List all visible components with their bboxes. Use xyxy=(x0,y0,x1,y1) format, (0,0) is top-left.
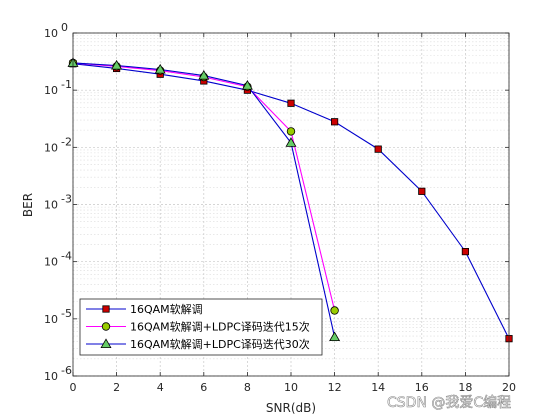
y-tick-base: 10 xyxy=(44,199,58,212)
y-tick-base: 10 xyxy=(44,313,58,326)
legend-item-3: 16QAM软解调+LDPC译码迭代30次 xyxy=(86,337,310,351)
watermark: CSDN @我爱C编程 xyxy=(387,395,511,411)
data-point xyxy=(374,145,382,153)
x-tick-label: 20 xyxy=(502,381,516,394)
data-point xyxy=(461,248,470,256)
x-tick-label: 0 xyxy=(70,381,77,394)
data-point xyxy=(329,331,341,342)
data-point xyxy=(287,99,295,107)
ticks xyxy=(72,32,510,377)
y-axis-label: BER xyxy=(21,193,35,217)
data-point xyxy=(100,338,112,349)
y-tick-label: 10 -6 xyxy=(44,364,72,383)
y-tick-label: 10 0 xyxy=(44,21,68,40)
series-markers xyxy=(67,57,513,343)
x-tick-label: 18 xyxy=(458,381,472,394)
y-tick-base: 10 xyxy=(44,84,58,97)
data-point xyxy=(101,322,111,331)
data-point xyxy=(286,127,296,136)
x-tick-labels: 0 2 4 6 8 10 12 14 16 18 20 xyxy=(70,381,517,394)
x-tick-label: 10 xyxy=(284,381,298,394)
y-tick-exponent: -4 xyxy=(61,250,72,263)
y-tick-label: 10 -2 xyxy=(44,135,72,154)
data-point xyxy=(330,118,339,126)
y-tick-label: 10 -4 xyxy=(44,250,72,269)
legend-item-1: 16QAM软解调 xyxy=(86,302,203,316)
legend-label: 16QAM软解调+LDPC译码迭代30次 xyxy=(130,337,310,351)
x-tick-label: 8 xyxy=(244,381,251,394)
y-tick-base: 10 xyxy=(44,256,58,269)
x-tick-label: 12 xyxy=(328,381,342,394)
x-tick-label: 4 xyxy=(157,381,164,394)
legend-item-2: 16QAM软解调+LDPC译码迭代15次 xyxy=(86,320,310,334)
data-point xyxy=(102,305,110,313)
y-tick-exponent: 0 xyxy=(61,21,68,34)
y-tick-base: 10 xyxy=(44,370,58,383)
x-tick-label: 2 xyxy=(113,381,120,394)
x-tick-label: 14 xyxy=(371,381,385,394)
y-tick-base: 10 xyxy=(44,27,58,40)
y-tick-exponent: -3 xyxy=(61,193,72,206)
y-tick-exponent: -5 xyxy=(61,307,72,320)
y-tick-label: 10 -5 xyxy=(44,307,72,326)
data-point xyxy=(241,80,253,90)
data-point xyxy=(285,137,297,147)
x-tick-label: 16 xyxy=(415,381,429,394)
legend: 16QAM软解调 16QAM软解调+LDPC译码迭代15次 16QAM软解调+LDP… xyxy=(79,298,323,356)
legend-label: 16QAM软解调+LDPC译码迭代15次 xyxy=(130,320,310,334)
y-tick-exponent: -2 xyxy=(61,135,72,148)
series-markers-3 xyxy=(67,57,341,342)
y-tick-label: 10 -1 xyxy=(44,78,72,97)
data-point xyxy=(111,59,123,70)
data-point xyxy=(418,187,426,195)
data-point xyxy=(198,69,210,80)
y-tick-label: 10 -3 xyxy=(44,193,72,212)
x-axis-label: SNR(dB) xyxy=(266,401,316,415)
data-point xyxy=(154,63,166,74)
y-tick-base: 10 xyxy=(44,141,58,154)
y-tick-exponent: -6 xyxy=(61,364,72,377)
x-tick-label: 6 xyxy=(200,381,207,394)
y-tick-exponent: -1 xyxy=(61,78,72,91)
data-point xyxy=(330,306,339,315)
legend-label: 16QAM软解调 xyxy=(130,302,203,316)
